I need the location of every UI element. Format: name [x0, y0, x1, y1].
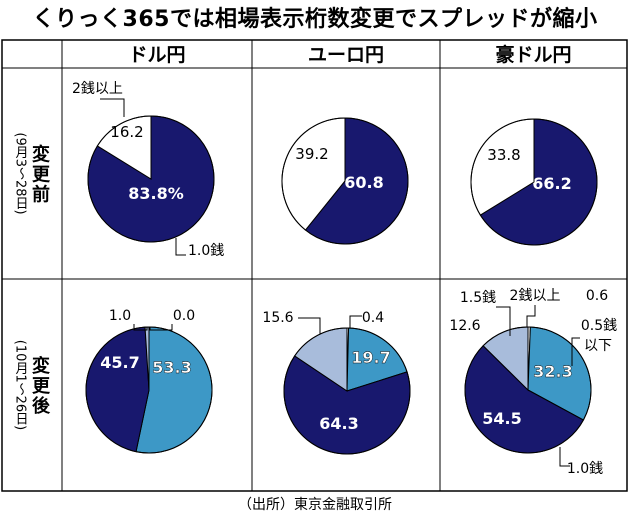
table-border: [1, 39, 628, 492]
pie-outline: [87, 115, 215, 243]
column-header: ドル円: [128, 44, 185, 66]
slice-label: 64.3: [319, 414, 358, 433]
callout-label: 1.0銭: [188, 243, 224, 259]
row-period-label: (9月3〜28日): [13, 132, 29, 214]
slice-label: 19.7: [351, 348, 390, 367]
slice-label: 33.8: [487, 146, 520, 164]
callout-label: 0.5銭: [581, 318, 617, 334]
leader-line-15.6: [298, 317, 321, 334]
slice-label: 66.2: [532, 174, 571, 193]
callout-label: 2銭以上: [72, 81, 123, 97]
pie-outline: [464, 326, 592, 454]
leader-line-1.0: [133, 324, 148, 331]
pie-outline: [283, 327, 411, 455]
row-header-char: 変: [32, 144, 50, 166]
chart-title: くりっく365では相場表示桁数変更でスプレッドが縮小: [32, 7, 598, 32]
slice-label: 83.8%: [128, 184, 184, 203]
source-note: （出所）東京金融取引所: [238, 497, 392, 513]
row-header-char: 更: [32, 376, 51, 397]
slice-label: 45.7: [100, 353, 139, 372]
slice-label: 60.8: [344, 173, 383, 192]
leader-line-1.0sen: [559, 447, 570, 467]
callout-label: 0.6: [586, 288, 608, 304]
leader-line-0.4: [349, 315, 362, 328]
slice-label: 32.3: [533, 362, 572, 381]
leader-line-0.5sen: [571, 337, 580, 366]
callout-label: 0.4: [362, 310, 384, 326]
column-header: ユーロ円: [308, 44, 384, 66]
leader-line-1sen: [175, 238, 186, 256]
leader-line-0.0: [149, 324, 173, 331]
callout-label: 0.0: [173, 308, 195, 324]
row-header-char: 更: [32, 165, 51, 186]
row-period-label: (10月1〜26日): [13, 340, 29, 431]
callout-label: 1.5銭: [460, 290, 496, 306]
pie-outline: [85, 326, 213, 454]
leader-line-2sen: [100, 98, 125, 117]
leader-line-2sen: [526, 305, 536, 327]
pie-outline: [470, 118, 598, 246]
leader-line-1.5sen: [496, 306, 511, 336]
callout-label: 以下: [584, 338, 612, 354]
callout-label: 1.0: [109, 308, 131, 324]
slice-label: 39.2: [295, 145, 328, 163]
row-header-char: 変: [32, 355, 50, 377]
slice-label: 54.5: [482, 409, 521, 428]
callout-label: 1.0銭: [567, 461, 603, 477]
slice-label: 16.2: [110, 123, 143, 141]
pie-outline: [281, 117, 409, 245]
row-header-char: 後: [32, 395, 51, 417]
row-header-char: 前: [32, 184, 50, 206]
pie-slice: [85, 326, 150, 453]
callout-label: 2銭以上: [510, 288, 561, 304]
slice-label: 53.3: [152, 358, 191, 377]
column-header: 豪ドル円: [495, 43, 571, 66]
callout-label: 12.6: [449, 318, 480, 334]
callout-label: 15.6: [262, 310, 293, 326]
